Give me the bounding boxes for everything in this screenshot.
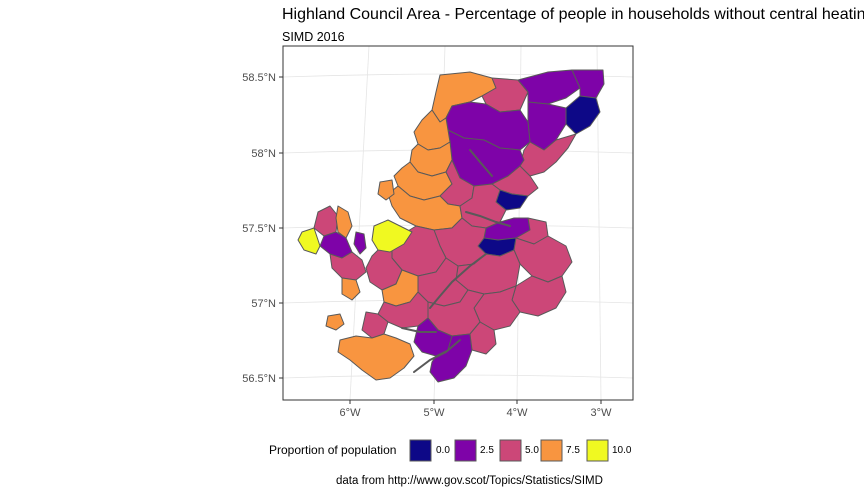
legend-key-1 bbox=[454, 439, 477, 462]
region-wester-ross-coast bbox=[377, 179, 395, 201]
region-skye-duirinish bbox=[297, 227, 321, 255]
map-panel-border bbox=[282, 45, 634, 401]
region-wick bbox=[565, 95, 601, 135]
region-skye-south bbox=[329, 251, 367, 281]
region-kinlochleven bbox=[469, 321, 497, 355]
region-easter-ross bbox=[459, 183, 507, 229]
region-sleat bbox=[341, 277, 361, 301]
legend-key-3 bbox=[540, 439, 563, 462]
cromarty-firth bbox=[465, 211, 511, 227]
region-applecross bbox=[371, 219, 413, 253]
legend-key-2 bbox=[499, 439, 522, 462]
loch-eil bbox=[401, 327, 437, 333]
loch-lines bbox=[401, 149, 511, 373]
lat-tick-label: 58.5°N bbox=[242, 72, 276, 84]
lat-axis bbox=[279, 76, 283, 379]
lat-tick-label: 56.5°N bbox=[242, 373, 276, 385]
legend-key-0 bbox=[409, 439, 432, 462]
region-glencoe bbox=[429, 333, 473, 383]
lat-tick-label: 57.5°N bbox=[242, 223, 276, 235]
region-raasay bbox=[353, 231, 367, 255]
lon-tick-label: 4°W bbox=[507, 407, 529, 419]
datazone-regions bbox=[297, 69, 605, 383]
legend-label-4: 10.0 bbox=[612, 445, 632, 456]
region-badenoch bbox=[511, 275, 567, 317]
region-skye-north bbox=[313, 205, 339, 237]
legend-keys bbox=[409, 439, 609, 462]
legend-label-0: 0.0 bbox=[436, 445, 450, 456]
lat-gridline-56-5 bbox=[282, 374, 634, 379]
lat-tick-label: 58°N bbox=[251, 148, 276, 160]
legend-label-3: 7.5 bbox=[566, 445, 580, 456]
legend-label-1: 2.5 bbox=[480, 445, 494, 456]
map-title: Highland Council Area - Percentage of pe… bbox=[282, 6, 864, 23]
loch-linnhe bbox=[413, 339, 461, 373]
region-north-coast-east bbox=[517, 69, 581, 105]
lon-gridline-3 bbox=[596, 45, 602, 401]
loch-ness bbox=[429, 253, 487, 309]
data-source-caption: data from http://www.gov.scot/Topics/Sta… bbox=[336, 475, 603, 487]
region-small-isles bbox=[325, 313, 345, 331]
map-subtitle: SIMD 2016 bbox=[282, 30, 345, 44]
region-ardnamurchan bbox=[337, 333, 415, 381]
legend-label-2: 5.0 bbox=[525, 445, 539, 456]
legend-title: Proportion of population bbox=[269, 443, 397, 457]
lat-tick-label: 57°N bbox=[251, 298, 276, 310]
lon-tick-label: 5°W bbox=[424, 407, 446, 419]
lon-tick-label: 6°W bbox=[340, 407, 362, 419]
lon-tick-label: 3°W bbox=[591, 407, 613, 419]
loch-shin bbox=[469, 149, 493, 177]
legend-key-4 bbox=[586, 439, 609, 462]
region-strathspey bbox=[513, 235, 573, 283]
lon-axis bbox=[349, 400, 602, 404]
